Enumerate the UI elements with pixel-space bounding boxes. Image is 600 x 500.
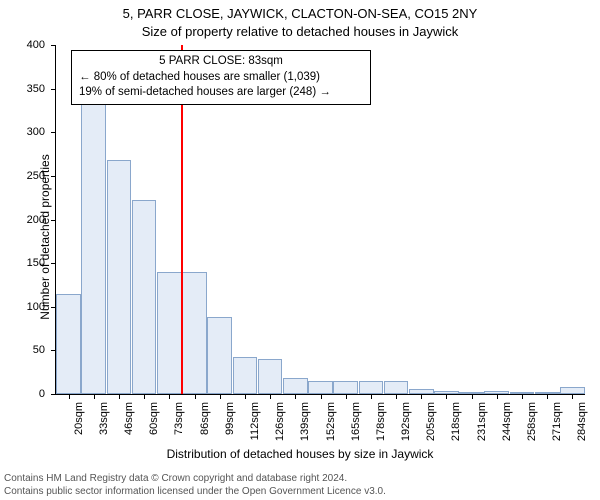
y-tick [51,176,56,177]
y-tick-label: 200 [5,214,45,226]
y-tick [51,89,56,90]
x-tick-label: 86sqm [199,402,211,452]
plot-area: 05010015020025030035040020sqm33sqm46sqm6… [55,45,585,395]
footer-line-1: Contains HM Land Registry data © Crown c… [4,473,386,486]
histogram-bar [560,387,585,394]
x-tick [547,394,548,399]
x-tick-label: 244sqm [501,402,513,452]
y-tick [51,307,56,308]
histogram-bar [107,160,132,394]
x-tick [69,394,70,399]
x-tick-label: 231sqm [476,402,488,452]
histogram-bar [182,272,207,394]
x-tick-label: 152sqm [325,402,337,452]
y-tick-label: 150 [5,257,45,269]
y-tick [51,45,56,46]
y-tick-label: 250 [5,170,45,182]
histogram-bar [132,200,157,394]
x-tick-label: 60sqm [148,402,160,452]
x-tick [270,394,271,399]
x-tick-label: 112sqm [249,402,261,452]
y-tick [51,394,56,395]
footer-line-2: Contains public sector information licen… [4,486,386,499]
x-tick [220,394,221,399]
x-tick-label: 178sqm [375,402,387,452]
x-tick [195,394,196,399]
x-tick [321,394,322,399]
y-tick [51,263,56,264]
x-tick [371,394,372,399]
callout-box: 5 PARR CLOSE: 83sqm ← 80% of detached ho… [71,50,371,105]
callout-line-2: ← 80% of detached houses are smaller (1,… [79,70,363,86]
x-tick-label: 99sqm [224,402,236,452]
histogram-bar [207,317,232,394]
histogram-bar [283,378,308,394]
y-tick-label: 350 [5,83,45,95]
x-tick [346,394,347,399]
x-tick-label: 271sqm [551,402,563,452]
x-tick [94,394,95,399]
x-tick-label: 258sqm [526,402,538,452]
x-tick [446,394,447,399]
histogram-bar [384,381,409,394]
x-tick-label: 284sqm [576,402,588,452]
x-tick-label: 33sqm [98,402,110,452]
callout-line-1: 5 PARR CLOSE: 83sqm [79,54,363,70]
x-tick [522,394,523,399]
x-tick [245,394,246,399]
histogram-bar [258,359,283,394]
y-tick [51,220,56,221]
histogram-bar [81,104,106,394]
x-tick-label: 139sqm [299,402,311,452]
y-tick-label: 300 [5,126,45,138]
x-tick [572,394,573,399]
x-tick-label: 73sqm [173,402,185,452]
histogram-bar [56,294,81,394]
chart-title-line-2: Size of property relative to detached ho… [0,24,600,39]
y-tick-label: 50 [5,344,45,356]
x-tick-label: 20sqm [73,402,85,452]
y-tick-label: 0 [5,388,45,400]
histogram-bar [359,381,384,394]
chart-container: { "chart": { "type": "histogram", "title… [0,0,600,500]
y-axis-label: Number of detached properties [38,107,52,367]
x-tick [497,394,498,399]
footer-attribution: Contains HM Land Registry data © Crown c… [4,473,386,498]
y-tick [51,350,56,351]
x-tick-label: 218sqm [450,402,462,452]
x-tick [169,394,170,399]
histogram-bar [333,381,358,394]
callout-line-3: 19% of semi-detached houses are larger (… [79,85,363,101]
y-tick [51,132,56,133]
x-tick [396,394,397,399]
x-tick-label: 46sqm [123,402,135,452]
x-tick [472,394,473,399]
chart-title-line-1: 5, PARR CLOSE, JAYWICK, CLACTON-ON-SEA, … [0,6,600,21]
histogram-bar [308,381,333,394]
x-tick [421,394,422,399]
x-tick-label: 165sqm [350,402,362,452]
histogram-bar [157,272,182,394]
x-tick-label: 192sqm [400,402,412,452]
x-tick-label: 205sqm [425,402,437,452]
histogram-bar [233,357,258,394]
x-tick-label: 126sqm [274,402,286,452]
x-tick [144,394,145,399]
y-tick-label: 400 [5,39,45,51]
y-tick-label: 100 [5,301,45,313]
x-tick [295,394,296,399]
x-tick [119,394,120,399]
